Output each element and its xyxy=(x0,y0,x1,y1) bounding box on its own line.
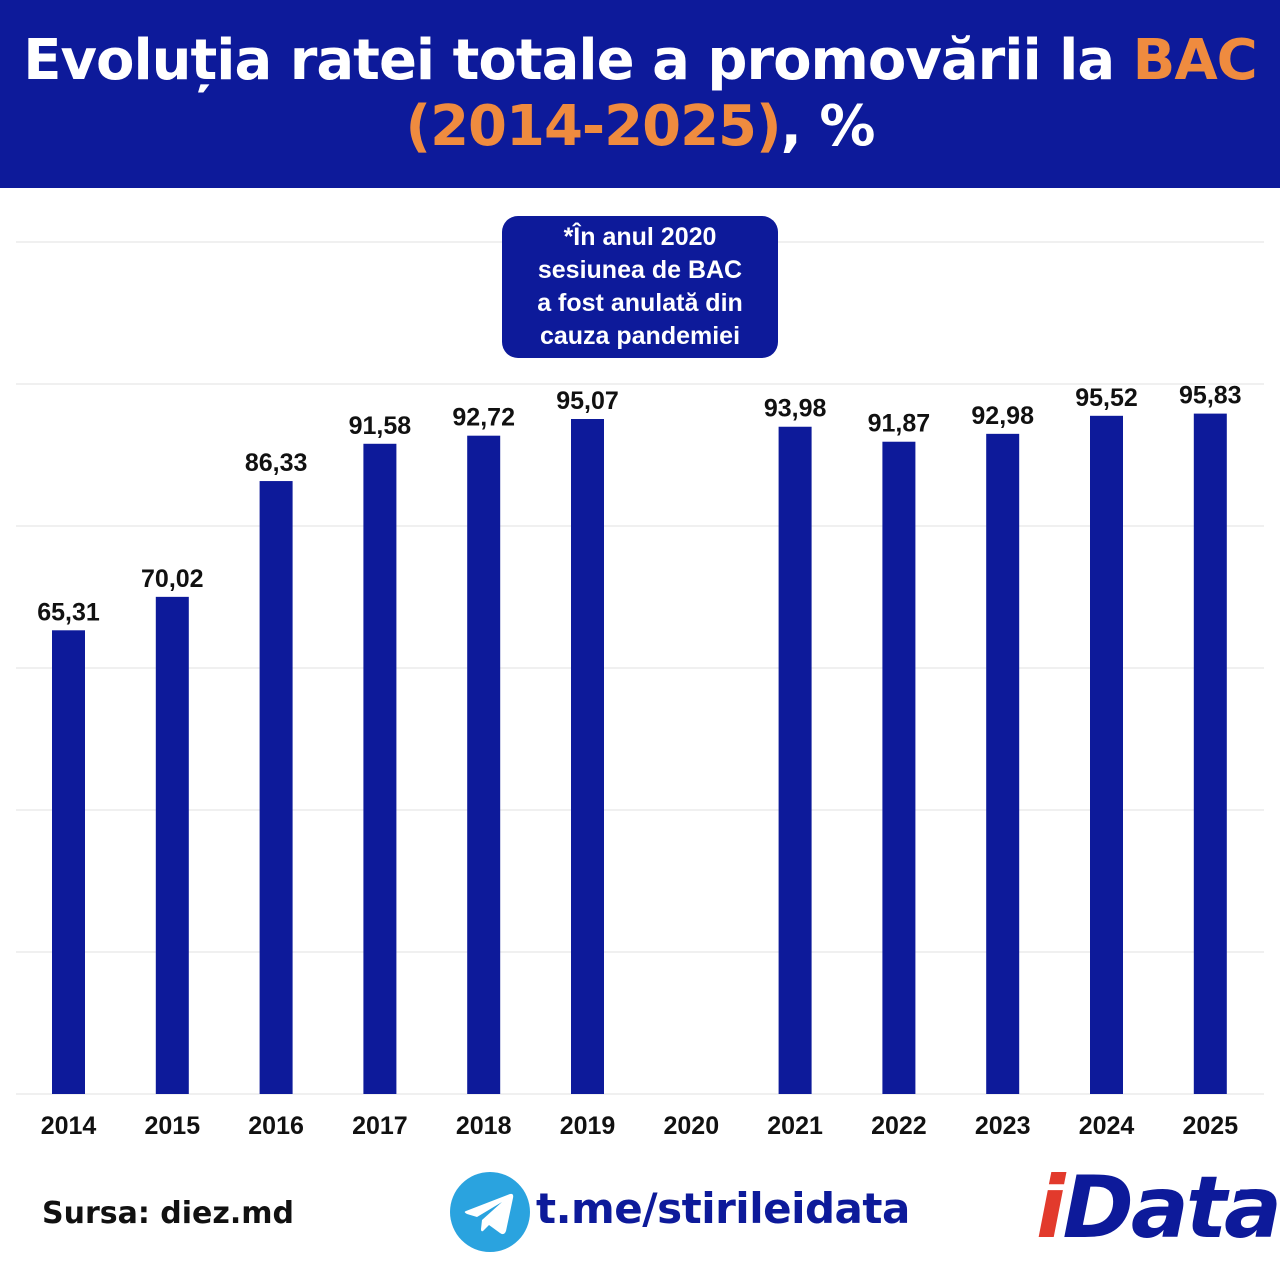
title-unit: , % xyxy=(780,94,876,159)
trademark-mark: TM xyxy=(1240,1188,1256,1200)
data-label-2017: 91,58 xyxy=(349,412,412,440)
telegram-icon[interactable] xyxy=(448,1170,532,1254)
source-text: Sursa: diez.md xyxy=(42,1196,294,1231)
x-tick-label-2024: 2024 xyxy=(1079,1112,1135,1140)
bar-2019 xyxy=(571,419,604,1094)
bar-chart: 65,31 2014 70,02 2015 86,33 2016 91,58 2017 92,7… xyxy=(16,241,1264,1140)
data-label-2021: 93,98 xyxy=(764,395,827,423)
bar-2023 xyxy=(986,433,1020,1094)
bar-2022 xyxy=(882,441,916,1094)
telegram-link[interactable]: t.me/stirileidata xyxy=(536,1184,910,1233)
data-label-2015: 70,02 xyxy=(141,565,204,593)
header: Evoluția ratei totale a promovării la BA… xyxy=(0,0,1280,188)
data-label-2018: 92,72 xyxy=(452,404,515,432)
logo-data: Data xyxy=(1062,1158,1280,1258)
logo-i: i xyxy=(1036,1158,1066,1258)
bar-2014 xyxy=(52,630,85,1094)
x-tick-label-2016: 2016 xyxy=(248,1112,304,1140)
title-text: Evoluția ratei totale a promovării la xyxy=(23,28,1133,93)
data-label-2025: 95,83 xyxy=(1179,382,1242,410)
bar-2024 xyxy=(1090,415,1123,1094)
x-tick-label-2018: 2018 xyxy=(456,1112,512,1140)
data-label-2014: 65,31 xyxy=(37,598,100,626)
data-label-2023: 92,98 xyxy=(971,402,1034,430)
data-label-2016: 86,33 xyxy=(245,449,308,477)
idata-logo: iData xyxy=(1036,1158,1280,1258)
data-label-2022: 91,87 xyxy=(868,410,931,438)
bar-2016 xyxy=(259,481,293,1094)
bar-2025 xyxy=(1193,413,1227,1094)
title-line-1: Evoluția ratei totale a promovării la BA… xyxy=(23,28,1258,94)
title-accent-bac: BAC xyxy=(1132,28,1258,93)
x-tick-label-2022: 2022 xyxy=(871,1112,927,1140)
data-label-2024: 95,52 xyxy=(1075,384,1138,412)
pandemic-note: *În anul 2020 sesiunea de BAC a fost anu… xyxy=(502,216,778,358)
title-accent-years: (2014-2025) xyxy=(405,94,781,159)
bar-2018 xyxy=(467,435,501,1094)
x-tick-label-2015: 2015 xyxy=(144,1112,200,1140)
x-tick-label-2021: 2021 xyxy=(767,1112,823,1140)
x-tick-label-2019: 2019 xyxy=(560,1112,616,1140)
x-tick-label-2023: 2023 xyxy=(975,1112,1031,1140)
bar-2021 xyxy=(778,426,812,1094)
bar-2017 xyxy=(363,443,397,1094)
x-tick-label-2020: 2020 xyxy=(663,1112,719,1140)
x-tick-label-2014: 2014 xyxy=(41,1112,97,1140)
data-label-2019: 95,07 xyxy=(556,387,619,415)
x-tick-label-2017: 2017 xyxy=(352,1112,408,1140)
bar-2015 xyxy=(155,596,189,1094)
x-tick-label-2025: 2025 xyxy=(1182,1112,1238,1140)
title-line-2: (2014-2025), % xyxy=(405,94,876,160)
